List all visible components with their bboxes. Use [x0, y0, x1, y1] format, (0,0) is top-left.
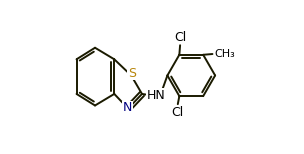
Text: Cl: Cl: [172, 106, 184, 120]
Text: HN: HN: [147, 89, 166, 102]
Text: N: N: [123, 101, 132, 114]
Text: S: S: [128, 67, 136, 80]
Text: Cl: Cl: [174, 31, 186, 44]
Text: CH₃: CH₃: [214, 49, 235, 59]
